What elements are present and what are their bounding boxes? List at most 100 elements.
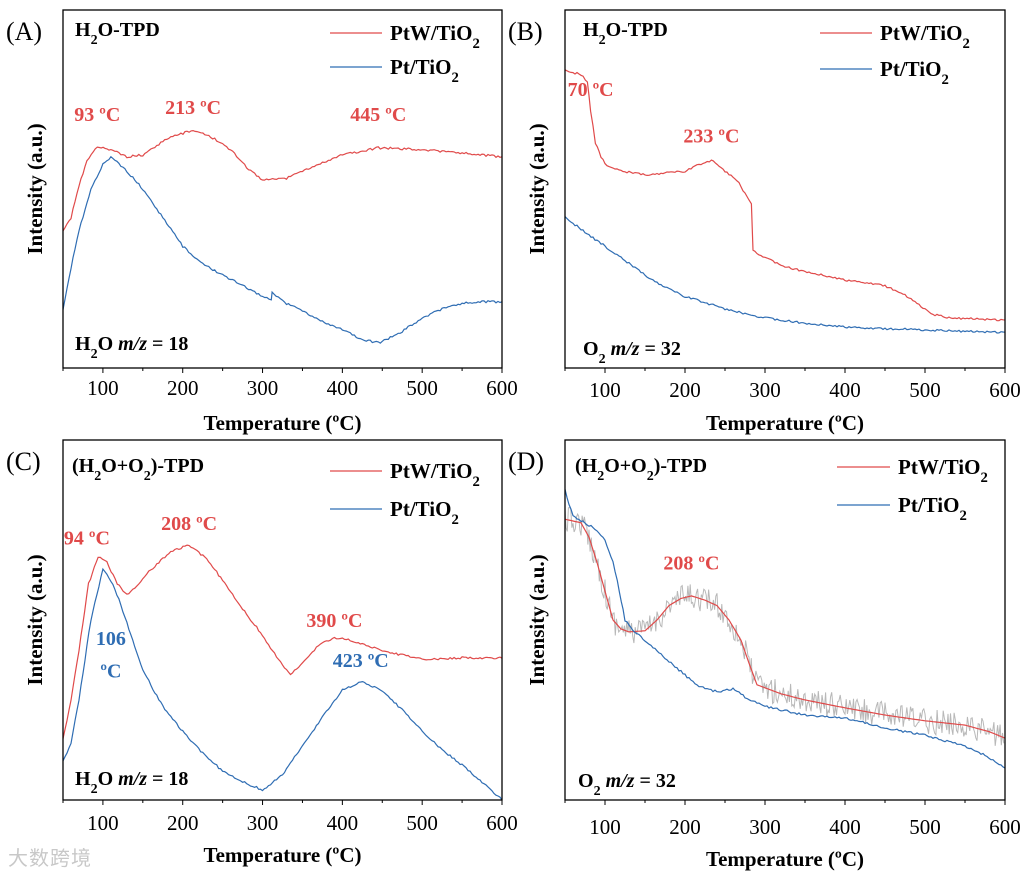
text-segment: PtW/TiO: [390, 21, 472, 45]
subscript: 2: [144, 469, 151, 484]
text-segment: Pt/TiO: [390, 55, 451, 79]
panel-letter: (A): [6, 17, 42, 46]
peak-annotation: 106: [96, 628, 126, 650]
subscript: 2: [451, 512, 458, 528]
text-segment: H: [583, 19, 599, 41]
peak-annotation: 208 ºC: [663, 553, 719, 575]
legend-label-ptw: PtW/TiO2: [390, 459, 480, 490]
series-line-pt: [63, 567, 502, 800]
text-segment: m/z: [606, 770, 635, 792]
mass-note: H2O m/z = 18: [75, 333, 188, 362]
peak-annotation: 233 ºC: [683, 125, 739, 147]
text-segment: )-TPD: [151, 455, 204, 477]
subscript: 2: [962, 36, 969, 52]
legend-label-ptw: PtW/TiO2: [880, 21, 970, 52]
x-tick-label: 300: [247, 811, 279, 835]
text-segment: = 32: [634, 770, 675, 792]
mass-note: H2O m/z = 18: [75, 768, 188, 797]
x-axis-label: Temperature (ºC): [706, 847, 864, 871]
text-segment: m/z: [118, 333, 147, 355]
legend-label-pt: Pt/TiO2: [390, 497, 459, 528]
text-segment: O-TPD: [606, 19, 668, 41]
series-line-ptw: [63, 129, 502, 232]
text-segment: Pt/TiO: [898, 493, 959, 517]
text-segment: = 18: [147, 768, 188, 790]
x-tick-label: 100: [589, 815, 621, 839]
legend-label-pt: Pt/TiO2: [898, 493, 967, 524]
x-tick-label: 600: [486, 376, 518, 400]
subscript: 2: [472, 36, 479, 52]
x-tick-label: 600: [989, 815, 1021, 839]
y-axis-label: Intensity (a.u.): [525, 123, 549, 254]
plot-frame: [564, 9, 1006, 369]
subscript: 2: [594, 784, 601, 799]
subscript: 2: [597, 469, 604, 484]
x-tick-label: 200: [167, 376, 199, 400]
peak-annotation: ºC: [100, 661, 121, 683]
series-line-ptw: [63, 544, 502, 739]
x-tick-label: 300: [749, 815, 781, 839]
text-segment: O+O: [101, 455, 144, 477]
x-tick-label: 500: [909, 378, 941, 402]
text-segment: O: [583, 338, 599, 360]
mass-note: O2 m/z = 32: [578, 770, 676, 799]
peak-annotation: 208 ºC: [161, 513, 217, 535]
text-segment: H: [75, 768, 91, 790]
mass-note: O2 m/z = 32: [583, 338, 681, 367]
panel-title: (H2O+O2)-TPD: [72, 455, 204, 484]
text-segment: O: [578, 770, 594, 792]
legend-label-ptw: PtW/TiO2: [898, 455, 988, 486]
subscript: 2: [94, 469, 101, 484]
x-tick-label: 500: [406, 811, 438, 835]
x-tick-label: 300: [749, 378, 781, 402]
text-segment: PtW/TiO: [390, 459, 472, 483]
panel-d: 100 200 300 400 500 600 Temperature (ºC) Intens…: [508, 439, 1021, 871]
x-tick-label: 200: [669, 815, 701, 839]
y-axis-label: Intensity (a.u.): [23, 554, 47, 685]
text-segment: O: [98, 768, 119, 790]
text-segment: H: [75, 19, 91, 41]
series-line-pt: [565, 489, 1005, 769]
y-axis-label: Intensity (a.u.): [525, 554, 549, 685]
text-segment: Pt/TiO: [880, 57, 941, 81]
text-segment: (H: [72, 455, 95, 477]
peak-annotation: 94 ºC: [64, 527, 110, 549]
panel-title: H2O-TPD: [583, 19, 668, 48]
x-tick-label: 200: [167, 811, 199, 835]
x-tick-label: 400: [327, 376, 359, 400]
plot-frame: [62, 9, 503, 369]
text-segment: m/z: [611, 338, 640, 360]
text-segment: O: [98, 333, 119, 355]
subscript: 2: [472, 474, 479, 490]
panel-c: 100 200 300 400 500 600 Temperature (ºC) Intens…: [6, 439, 518, 867]
x-tick-label: 500: [909, 815, 941, 839]
legend-label-pt: Pt/TiO2: [390, 55, 459, 86]
panel-a: 100 200 300 400 500 600 Temperature (ºC) Intens…: [6, 9, 518, 435]
subscript: 2: [647, 469, 654, 484]
y-axis-label: Intensity (a.u.): [23, 123, 47, 254]
peak-annotation: 213 ºC: [165, 97, 221, 119]
peak-annotation: 70 ºC: [568, 79, 614, 101]
panel-letter: (C): [6, 447, 41, 476]
subscript: 2: [91, 33, 98, 48]
subscript: 2: [599, 352, 606, 367]
panel-letter: (B): [508, 17, 543, 46]
x-axis-label: Temperature (ºC): [204, 843, 362, 867]
panel-title: (H2O+O2)-TPD: [575, 455, 707, 484]
series-line-pt: [565, 216, 1005, 334]
subscript: 2: [599, 33, 606, 48]
text-segment: (H: [575, 455, 598, 477]
subscript: 2: [451, 70, 458, 86]
x-tick-label: 100: [87, 811, 119, 835]
x-tick-label: 300: [247, 376, 279, 400]
text-segment: H: [75, 333, 91, 355]
series-line-ptw: [565, 518, 1005, 739]
subscript: 2: [91, 347, 98, 362]
plot-frame: [564, 439, 1006, 801]
text-segment: = 32: [639, 338, 680, 360]
subscript: 2: [941, 72, 948, 88]
x-axis-label: Temperature (ºC): [706, 411, 864, 435]
legend-label-ptw: PtW/TiO2: [390, 21, 480, 52]
